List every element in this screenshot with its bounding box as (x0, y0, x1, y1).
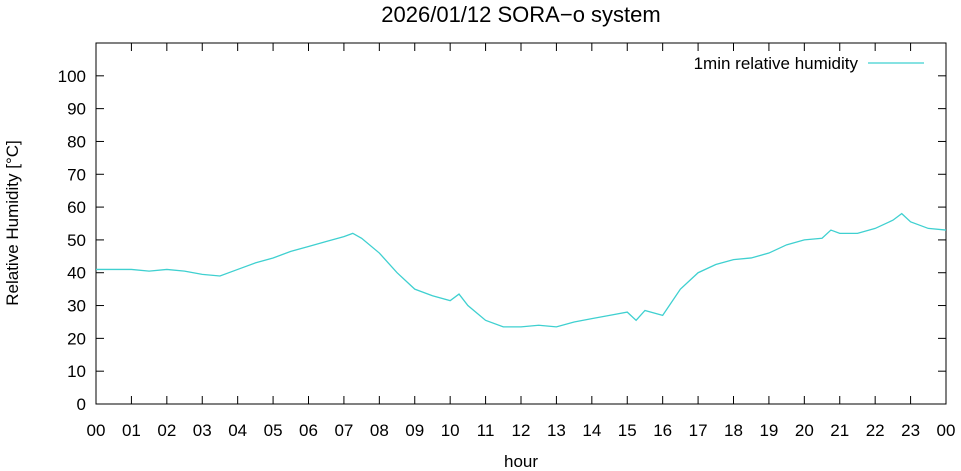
x-tick-label: 09 (405, 421, 424, 440)
x-tick-label: 14 (582, 421, 601, 440)
y-tick-label: 90 (67, 100, 86, 119)
x-tick-label: 02 (157, 421, 176, 440)
y-axis-label: Relative Humidity [°C] (3, 140, 22, 306)
x-tick-label: 08 (370, 421, 389, 440)
x-tick-label: 23 (901, 421, 920, 440)
plot-frame (95, 42, 947, 405)
x-tick-label: 19 (759, 421, 778, 440)
x-tick-label: 10 (441, 421, 460, 440)
x-tick-label: 00 (87, 421, 106, 440)
y-tick-label: 70 (67, 165, 86, 184)
x-axis-label: hour (504, 452, 538, 471)
y-tick-label: 100 (58, 67, 86, 86)
y-tick-label: 60 (67, 198, 86, 217)
x-tick-label: 20 (795, 421, 814, 440)
x-tick-label: 01 (122, 421, 141, 440)
y-tick-label: 20 (67, 329, 86, 348)
x-tick-label: 03 (193, 421, 212, 440)
x-tick-label: 07 (334, 421, 353, 440)
x-tick-label: 21 (830, 421, 849, 440)
x-tick-label: 13 (547, 421, 566, 440)
x-tick-label: 06 (299, 421, 318, 440)
x-tick-label: 18 (724, 421, 743, 440)
x-tick-label: 12 (512, 421, 531, 440)
legend-label: 1min relative humidity (694, 54, 859, 73)
y-tick-label: 80 (67, 132, 86, 151)
y-tick-label: 30 (67, 297, 86, 316)
x-tick-label: 05 (264, 421, 283, 440)
x-tick-label: 16 (653, 421, 672, 440)
data-line (96, 212, 947, 328)
y-tick-label: 40 (67, 264, 86, 283)
x-tick-label: 17 (689, 421, 708, 440)
x-tick-label: 11 (477, 421, 495, 440)
x-tick-label: 22 (866, 421, 885, 440)
x-tick-label: 15 (618, 421, 637, 440)
y-tick-label: 10 (67, 362, 86, 381)
y-tick-label: 50 (67, 231, 86, 250)
y-tick-label: 0 (77, 395, 86, 414)
x-tick-label: 00 (937, 421, 956, 440)
chart-title: 2026/01/12 SORA−o system (381, 2, 660, 27)
x-tick-label: 04 (228, 421, 247, 440)
